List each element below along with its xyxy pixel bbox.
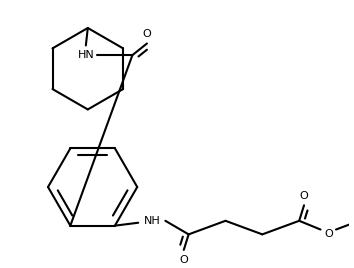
Text: O: O xyxy=(143,29,151,39)
Text: O: O xyxy=(179,255,188,265)
Text: O: O xyxy=(324,229,333,239)
Text: NH: NH xyxy=(143,216,160,226)
Text: O: O xyxy=(299,191,308,200)
Text: HN: HN xyxy=(78,50,94,60)
